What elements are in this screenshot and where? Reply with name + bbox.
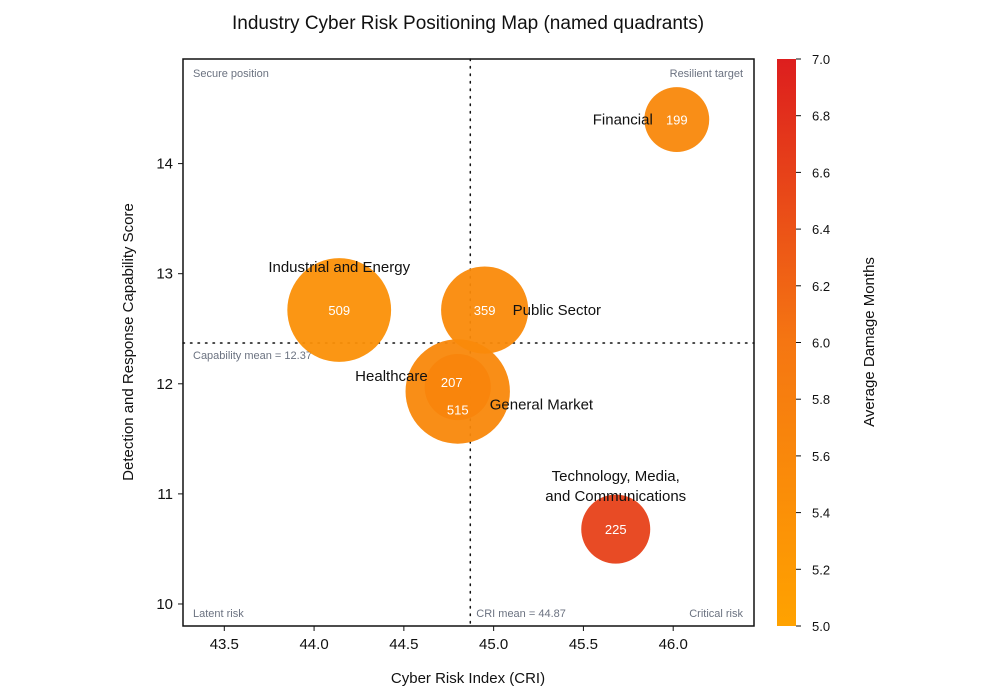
y-axis: 10 11 12 13 14: [156, 156, 183, 613]
bubble-name-label: General Market: [490, 396, 594, 413]
colorbar-label: Average Damage Months: [861, 257, 878, 427]
colorbar-tick-label: 6.6: [812, 165, 830, 180]
bubble-5: [581, 494, 651, 564]
x-tick-label: 46.0: [659, 636, 688, 653]
bubbles: [287, 87, 710, 564]
bubble-name-label: Technology, Media, and Communications: [545, 468, 686, 505]
colorbar-tick-label: 5.8: [812, 392, 830, 407]
quadrant-label-bottom-right: Critical risk: [689, 608, 743, 620]
quadrant-label-top-left: Secure position: [193, 68, 269, 80]
bubble-count-label: 515: [447, 402, 469, 417]
bubble-count-label: 225: [605, 522, 627, 537]
colorbar-tick-label: 6.4: [812, 222, 830, 237]
bubble-count-label: 199: [666, 113, 688, 128]
colorbar-tick-label: 5.2: [812, 562, 830, 577]
bubble-name-label: Industrial and Energy: [268, 259, 410, 276]
bubble-count-label: 509: [328, 303, 350, 318]
plot-area: CRI mean = 44.87 Capability mean = 12.37 1…: [182, 58, 755, 627]
colorbar: [777, 59, 796, 626]
bubble-1: [287, 258, 392, 362]
bubble-name-label: Financial: [593, 112, 653, 129]
x-tick-label: 44.0: [299, 636, 328, 653]
x-axis-label: Cyber Risk Index (CRI): [391, 670, 545, 687]
x-tick-label: 43.5: [210, 636, 239, 653]
cri-mean-label: CRI mean = 44.87: [476, 608, 566, 620]
colorbar-tick-label: 6.8: [812, 109, 830, 124]
y-tick-label: 11: [157, 486, 173, 503]
capability-mean-label: Capability mean = 12.37: [193, 350, 312, 362]
colorbar-tick-label: 6.0: [812, 336, 830, 351]
y-tick-label: 10: [156, 596, 173, 613]
colorbar-tick-label: 5.6: [812, 449, 830, 464]
bubble-2: [441, 266, 529, 354]
colorbar-tick-label: 6.2: [812, 279, 830, 294]
bubble-count-label: 359: [474, 303, 496, 318]
x-axis: 43.5 44.0 44.5 45.0 45.5 46.0: [210, 626, 688, 653]
colorbar-axis: 5.0 5.2 5.4 5.6 5.8 6.0 6.2 6.4 6.6 6.8 7.0: [796, 52, 830, 634]
bubble-count-label: 207: [441, 375, 463, 390]
quadrant-label-top-right: Resilient target: [670, 68, 743, 80]
plot-frame: [182, 58, 755, 627]
y-axis-label: Detection and Response Capability Score: [120, 203, 137, 481]
x-tick-label: 45.0: [479, 636, 508, 653]
x-tick-label: 45.5: [569, 636, 598, 653]
colorbar-tick-label: 5.4: [812, 506, 830, 521]
colorbar-tick-label: 7.0: [812, 52, 830, 67]
quadrant-label-bottom-left: Latent risk: [193, 608, 244, 620]
bubble-3: [424, 353, 491, 421]
x-tick-label: 44.5: [389, 636, 418, 653]
bubble-name-label: Public Sector: [513, 302, 601, 319]
bubble-0: [644, 87, 710, 152]
colorbar-tick-label: 5.0: [812, 619, 830, 634]
y-tick-label: 13: [156, 266, 173, 283]
y-tick-label: 14: [156, 156, 173, 173]
y-tick-label: 12: [156, 376, 173, 393]
bubble-name-label: Healthcare: [355, 368, 428, 385]
chart-title: Industry Cyber Risk Positioning Map (nam…: [232, 13, 704, 34]
